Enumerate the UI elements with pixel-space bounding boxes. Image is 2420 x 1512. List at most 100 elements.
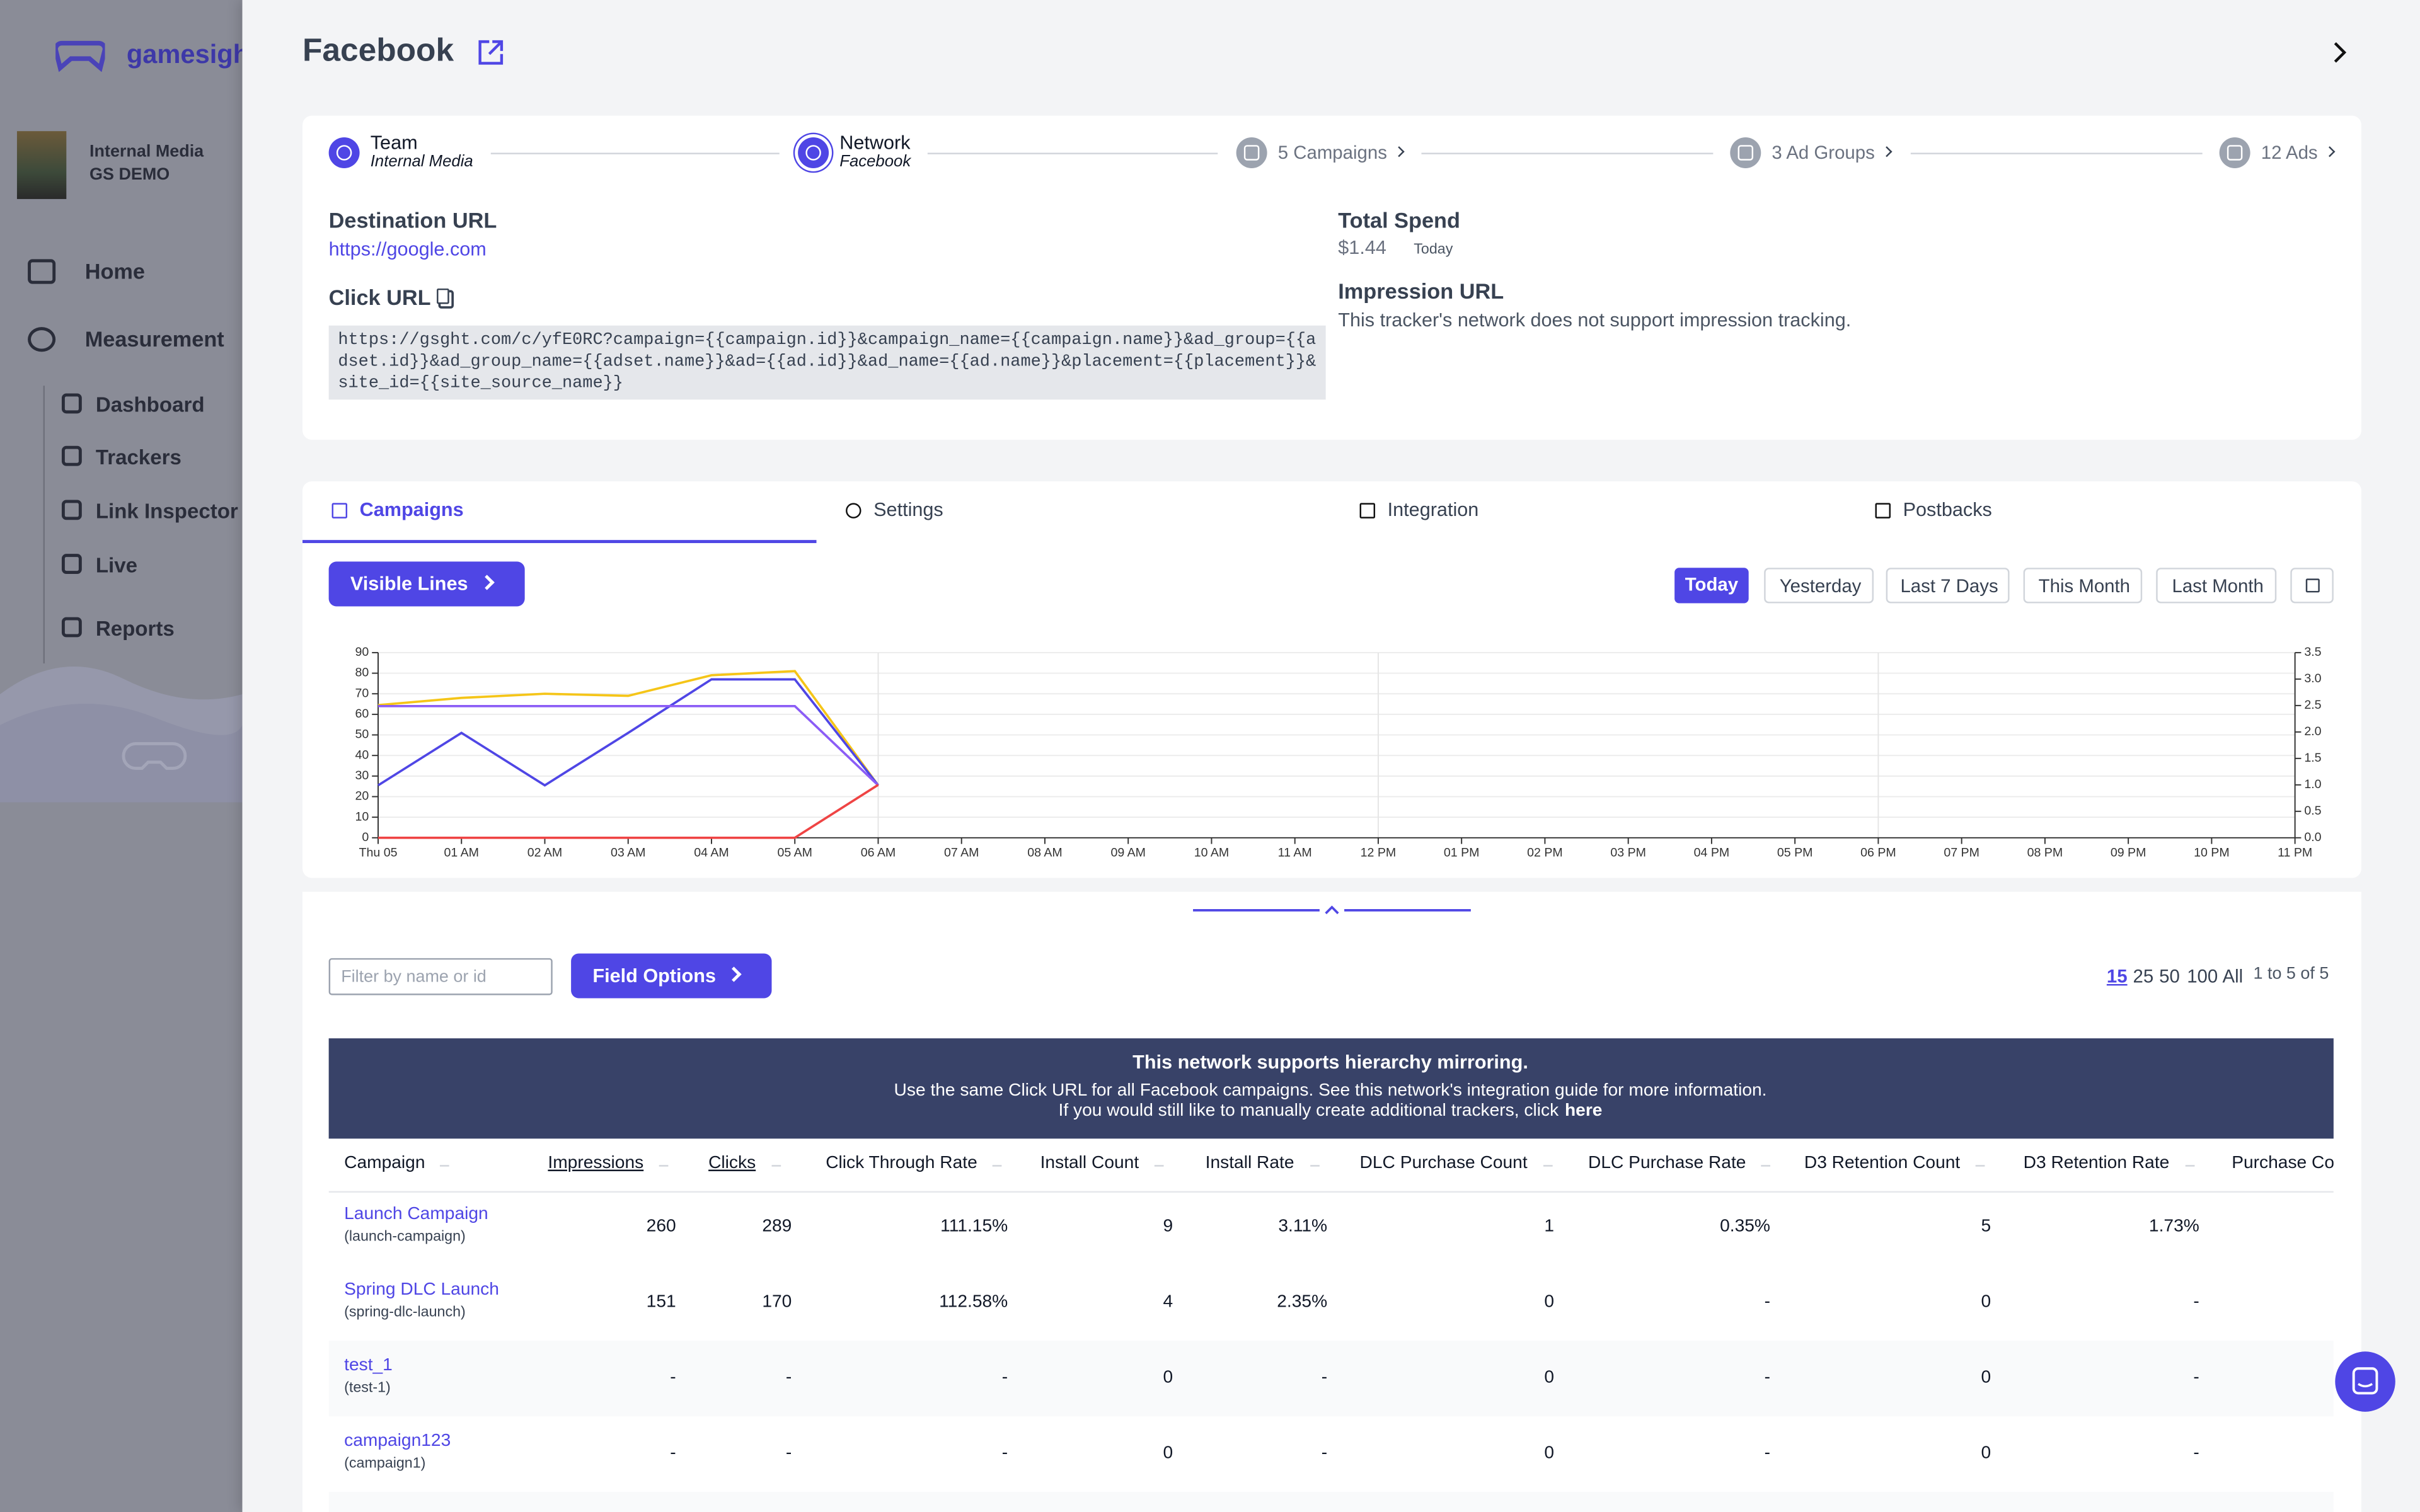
y2-tick-label: 3.0: [2304, 672, 2321, 685]
y2-tick-label: 2.5: [2304, 698, 2321, 712]
banner-title: This network supports hierarchy mirrorin…: [1132, 1051, 1528, 1074]
collapse-handle[interactable]: [1189, 900, 1476, 921]
table-cell: -: [2193, 1293, 2199, 1312]
external-link-icon[interactable]: [475, 37, 506, 68]
calendar-button[interactable]: [2290, 568, 2334, 604]
step-icon-glyph: [805, 145, 821, 161]
date-range-button[interactable]: Last 7 Days: [1886, 568, 2010, 604]
y2-tick-label: 0.5: [2304, 804, 2321, 818]
column-header[interactable]: DLC Purchase Count: [1360, 1154, 1552, 1176]
impression-note: This tracker's network does not support …: [1338, 309, 1852, 331]
y2-tick-label: 1.5: [2304, 751, 2321, 765]
page-size[interactable]: All: [2222, 965, 2244, 987]
column-header[interactable]: Campaign: [344, 1154, 450, 1176]
step-label[interactable]: 3 Ad Groups: [1772, 142, 1892, 164]
column-header[interactable]: D3 Retention Rate: [2024, 1154, 2194, 1176]
x-tick-label: 01 PM: [1444, 845, 1480, 859]
table-cell: -: [670, 1368, 676, 1387]
tab[interactable]: Integration: [1387, 499, 1479, 521]
date-range-button[interactable]: Today: [1674, 568, 1749, 604]
chart: 0 10 20 30 40 50 60 70 80 90 0.0 0.5 1.0 1.5 2.0 2.5 3.0…: [355, 645, 2322, 859]
series-line: [377, 678, 879, 787]
step-chevron: [1881, 146, 1892, 158]
step-sublabel: Facebook: [839, 152, 911, 171]
x-tick-label: 07 PM: [1944, 845, 1979, 859]
column-header[interactable]: Clicks: [708, 1154, 781, 1176]
banner-text: If you would still like to manually crea…: [1059, 1102, 1603, 1123]
y-tick-label: 0: [362, 830, 369, 844]
column-header[interactable]: Install Count: [1040, 1154, 1164, 1176]
tab[interactable]: Settings: [873, 499, 943, 521]
filter-input[interactable]: Filter by name or id: [328, 958, 553, 995]
y-tick-label: 60: [355, 707, 369, 721]
y-tick-label: 20: [355, 789, 369, 803]
y-tick-label: 30: [355, 769, 369, 782]
x-tick-label: 08 PM: [2027, 845, 2063, 859]
step-label[interactable]: 12 Ads: [2261, 142, 2335, 164]
nav-icon: [28, 259, 56, 284]
x-tick-label: 09 AM: [1110, 845, 1146, 859]
nav-item[interactable]: Trackers: [95, 445, 182, 469]
nav-item[interactable]: Reports: [95, 617, 175, 641]
copy-icon[interactable]: [437, 288, 449, 304]
chat-launcher[interactable]: [2335, 1351, 2395, 1412]
campaign-name[interactable]: campaign123: [344, 1431, 451, 1451]
campaign-name[interactable]: test_1: [344, 1356, 393, 1375]
x-tick-label: 02 AM: [527, 845, 563, 859]
column-header[interactable]: Impressions: [548, 1154, 669, 1176]
column-header[interactable]: Click Through Rate: [826, 1154, 1002, 1176]
button-label: Visible Lines: [350, 572, 468, 594]
page-size[interactable]: 25: [2133, 965, 2154, 987]
table-cell: -: [1321, 1444, 1328, 1463]
x-tick-label: 04 PM: [1694, 845, 1730, 859]
page-size[interactable]: 50: [2159, 965, 2180, 987]
page-size[interactable]: 100: [2187, 965, 2218, 987]
step-label[interactable]: Network: [839, 132, 911, 154]
table-cell: -: [2193, 1444, 2199, 1463]
spend-value: $1.44: [1338, 236, 1386, 259]
x-tick-label: Thu 05: [359, 845, 398, 859]
tab-icon: [331, 503, 348, 518]
nav-item[interactable]: Link Inspector: [95, 500, 238, 523]
table-cell: -: [1001, 1444, 1008, 1463]
column-header[interactable]: D3 Retention Count: [1804, 1154, 1985, 1176]
step-icon-glyph: [336, 145, 352, 161]
table-cell: -: [1764, 1293, 1770, 1312]
step-label[interactable]: 5 Campaigns: [1278, 142, 1404, 164]
nav-item[interactable]: Measurement: [84, 326, 224, 352]
step-connector: [1421, 152, 1714, 154]
table-row-stripe: [328, 1341, 2334, 1417]
visible-lines-button[interactable]: Visible Lines: [328, 561, 525, 607]
date-range-label: Last 7 Days: [1900, 575, 1998, 597]
table-cell: 289: [762, 1217, 792, 1236]
y2-tick-label: 2.0: [2304, 724, 2321, 738]
x-tick-label: 02 PM: [1527, 845, 1563, 859]
nav-icon: [61, 554, 82, 575]
date-range-label: Yesterday: [1779, 575, 1862, 597]
nav-item[interactable]: Home: [84, 258, 145, 284]
date-range-button[interactable]: Last Month: [2156, 568, 2277, 604]
column-header[interactable]: Purchase Count: [2232, 1154, 2334, 1176]
field-options-button[interactable]: Field Options: [571, 953, 772, 999]
tab[interactable]: Campaigns: [359, 499, 464, 521]
x-tick-label: 06 PM: [1860, 845, 1896, 859]
step-icon-glyph: [2227, 145, 2243, 161]
campaign-name[interactable]: Spring DLC Launch: [344, 1280, 499, 1300]
banner-link[interactable]: here: [1564, 1101, 1603, 1121]
nav-item[interactable]: Dashboard: [95, 393, 205, 416]
date-range-button[interactable]: This Month: [2023, 568, 2143, 604]
brand-name: gamesight: [126, 40, 258, 69]
step-label[interactable]: Team: [370, 132, 418, 154]
column-header[interactable]: Install Rate: [1206, 1154, 1319, 1176]
column-header[interactable]: DLC Purchase Rate: [1588, 1154, 1771, 1176]
destination-link[interactable]: https://google.com: [328, 238, 487, 260]
tab[interactable]: Postbacks: [1903, 499, 1992, 521]
nav-item[interactable]: Live: [95, 553, 137, 577]
close-panel-chevron[interactable]: [2327, 40, 2352, 65]
page-size[interactable]: 15: [2106, 965, 2128, 987]
date-range-button[interactable]: Yesterday: [1764, 568, 1874, 604]
y-tick-label: 40: [355, 748, 369, 762]
campaign-name[interactable]: Launch Campaign: [344, 1205, 488, 1224]
series-line: [378, 704, 879, 786]
table-cell: 0: [1544, 1368, 1555, 1387]
